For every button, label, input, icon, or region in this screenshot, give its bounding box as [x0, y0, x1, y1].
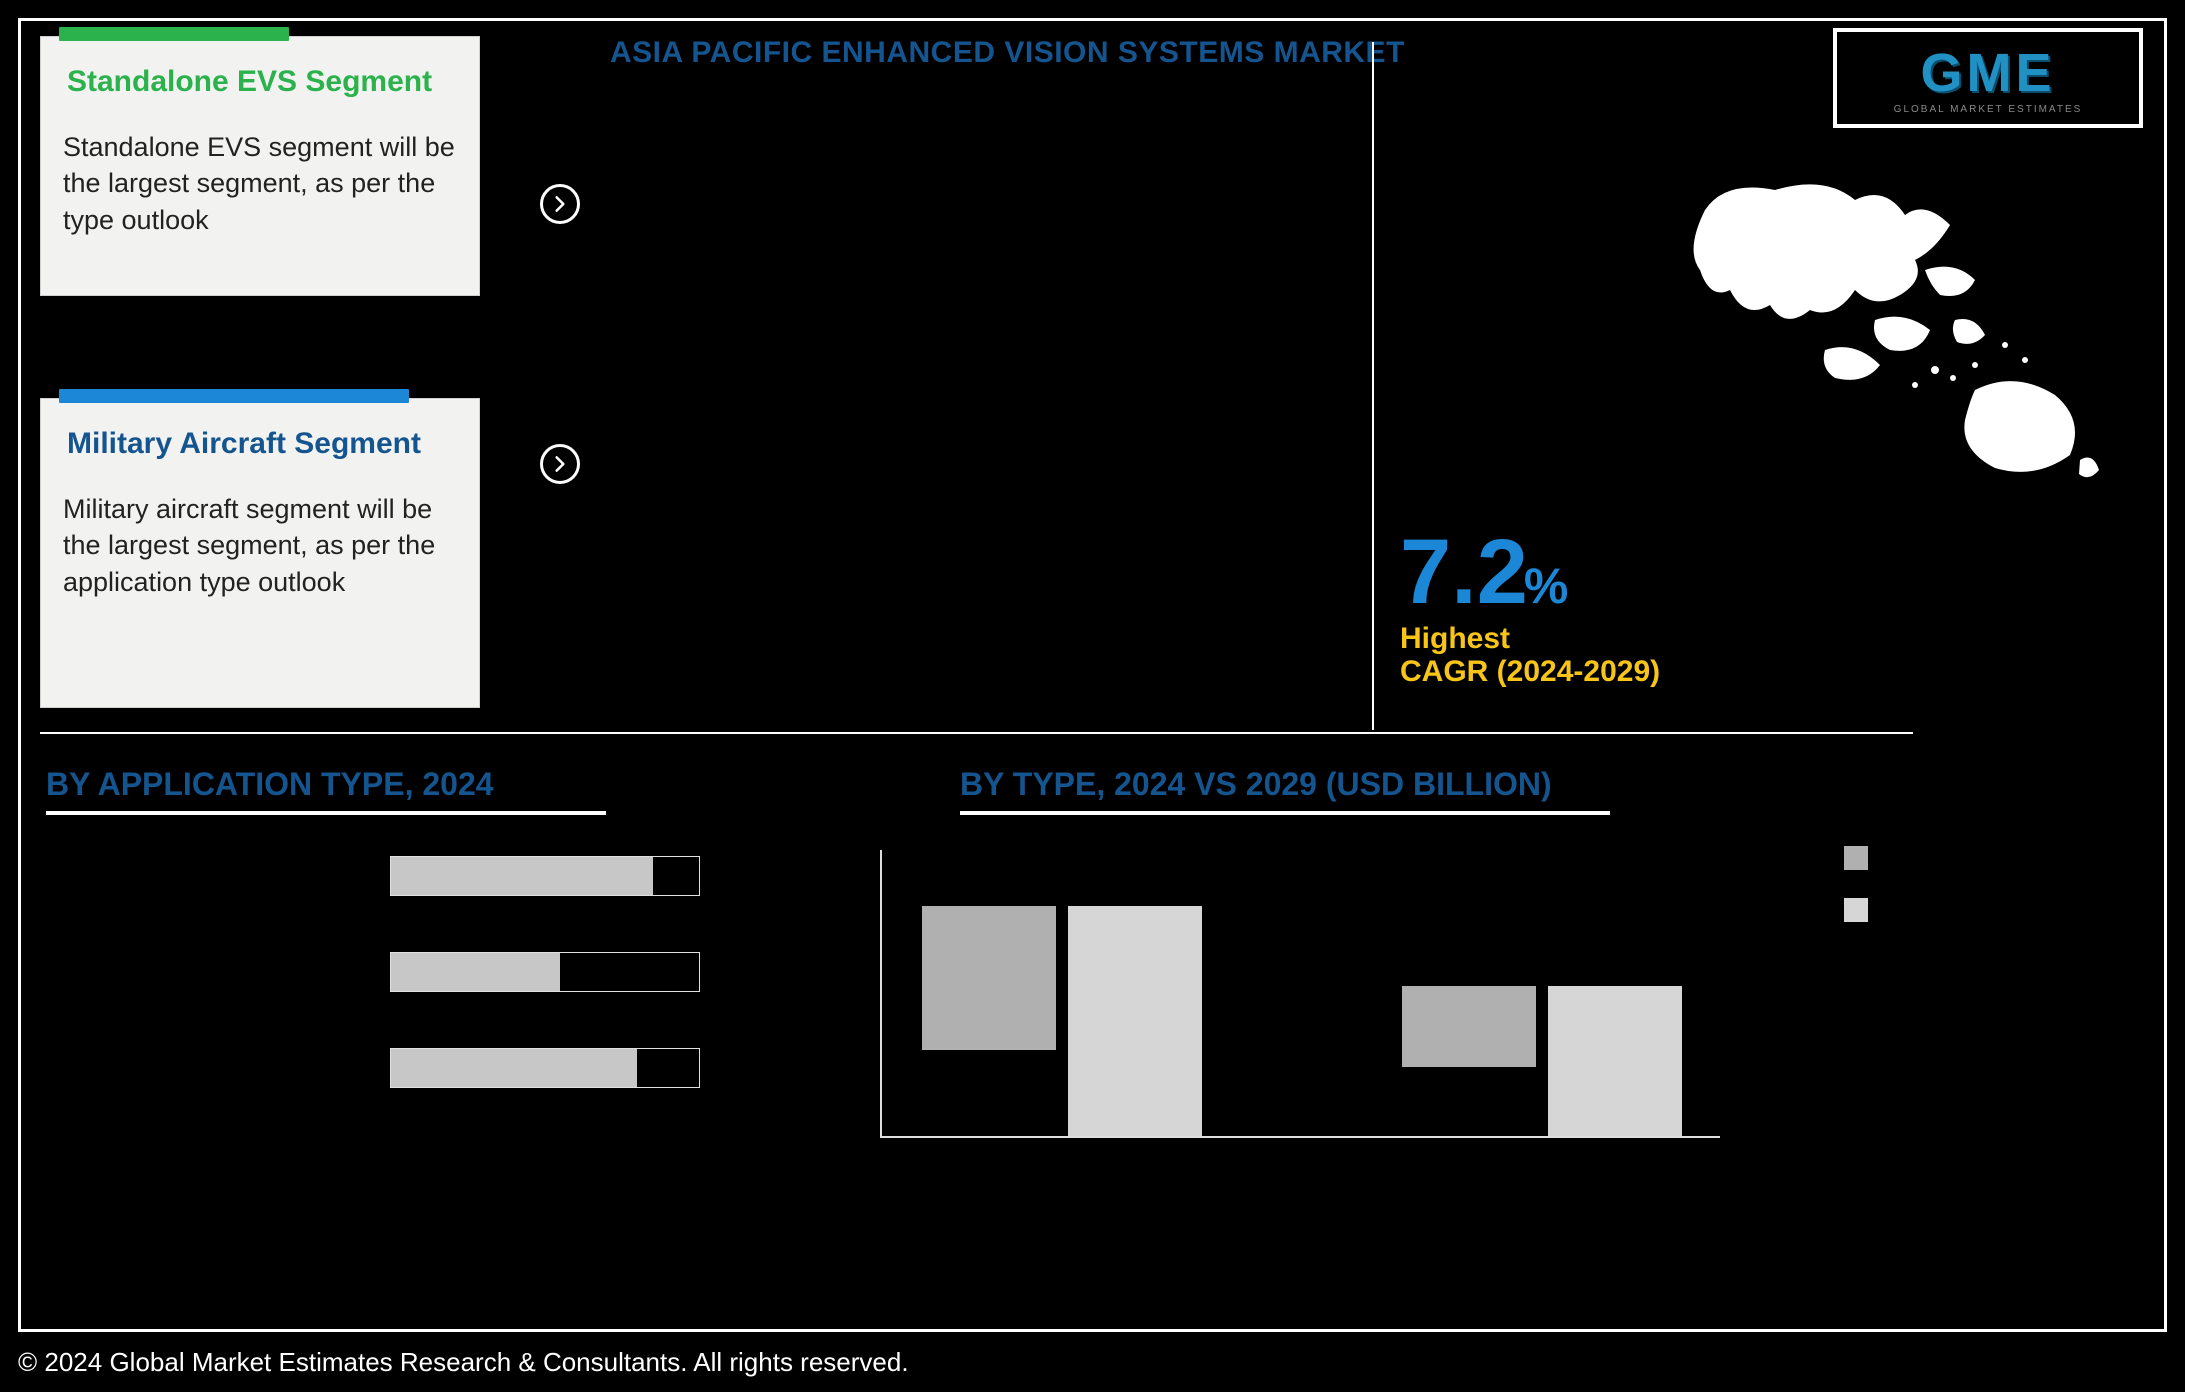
arrow-right-icon: [540, 444, 580, 484]
horizontal-divider: [40, 732, 1913, 734]
vb-bar-2024: [922, 906, 1056, 1050]
legend-item: [1844, 898, 1880, 922]
card-accent-bar: [59, 27, 289, 41]
vb-group: [922, 906, 1202, 1136]
hb-track: [390, 1048, 700, 1088]
card-accent-bar: [59, 389, 409, 403]
hb-row: [60, 856, 700, 896]
cagr-value: 7.2: [1400, 520, 1528, 625]
legend-swatch: [1844, 846, 1868, 870]
hb-fill: [391, 953, 560, 991]
insight-bullet-2: [540, 440, 1300, 484]
brand-logo-text: GME: [1920, 42, 2055, 104]
arrow-right-icon: [540, 184, 580, 224]
callout-card-standalone-evs: Standalone EVS Segment Standalone EVS se…: [40, 36, 480, 296]
card-title: Standalone EVS Segment: [67, 65, 457, 99]
insight-bullet-1: [540, 180, 1300, 224]
copyright-footer: © 2024 Global Market Estimates Research …: [18, 1347, 909, 1378]
hb-fill: [391, 857, 653, 895]
hb-row: [60, 952, 700, 992]
chart-plot-area: [880, 850, 1720, 1138]
hb-track: [390, 856, 700, 896]
vb-bar-2029: [1068, 906, 1202, 1136]
legend-item: [1844, 846, 1880, 870]
asia-pacific-map: [1675, 170, 2105, 490]
hb-remain: [560, 953, 699, 991]
legend-swatch: [1844, 898, 1868, 922]
card-body: Military aircraft segment will be the la…: [63, 491, 457, 600]
hb-remain: [653, 857, 699, 895]
chart-legend: [1844, 846, 1880, 922]
section-heading-application-type: BY APPLICATION TYPE, 2024: [46, 766, 606, 815]
hb-remain: [637, 1049, 699, 1087]
hb-row: [60, 1048, 700, 1088]
hb-fill: [391, 1049, 637, 1087]
cagr-callout: 7.2% Highest CAGR (2024-2029): [1400, 520, 1660, 691]
application-type-bar-chart: [60, 856, 700, 1144]
page-title: ASIA PACIFIC ENHANCED VISION SYSTEMS MAR…: [610, 36, 1405, 70]
card-body: Standalone EVS segment will be the large…: [63, 129, 457, 238]
vertical-divider: [1372, 42, 1374, 730]
hb-track: [390, 952, 700, 992]
callout-card-military-aircraft: Military Aircraft Segment Military aircr…: [40, 398, 480, 708]
by-type-grouped-bar-chart: [820, 850, 1880, 1200]
brand-logo: GME GLOBAL MARKET ESTIMATES: [1833, 28, 2143, 128]
card-title: Military Aircraft Segment: [67, 427, 457, 461]
vb-bar-2024: [1402, 986, 1536, 1067]
brand-logo-subtext: GLOBAL MARKET ESTIMATES: [1894, 104, 2083, 115]
cagr-label-line2: CAGR (2024-2029): [1400, 652, 1660, 691]
vb-bar-2029: [1548, 986, 1682, 1136]
section-heading-by-type: BY TYPE, 2024 VS 2029 (USD BILLION): [960, 766, 1610, 815]
vb-group: [1402, 986, 1682, 1136]
cagr-percent-sign: %: [1524, 557, 1568, 615]
